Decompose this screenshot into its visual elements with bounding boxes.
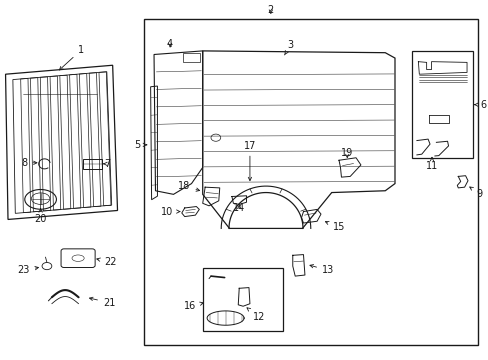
Text: 13: 13: [309, 265, 333, 275]
Text: 8: 8: [21, 158, 37, 168]
Text: 11: 11: [425, 157, 437, 171]
Text: 21: 21: [89, 297, 115, 308]
Bar: [203, 268, 283, 330]
Text: 7: 7: [103, 159, 110, 169]
Text: 18: 18: [178, 181, 199, 192]
Text: 1: 1: [59, 45, 84, 70]
Text: 17: 17: [243, 140, 256, 181]
Text: 20: 20: [34, 209, 47, 224]
Text: 3: 3: [284, 40, 293, 55]
Text: 19: 19: [341, 148, 353, 158]
Text: 9: 9: [469, 187, 482, 199]
Text: 22: 22: [97, 257, 116, 267]
Bar: [144, 19, 477, 345]
Text: 4: 4: [167, 39, 173, 49]
Text: 12: 12: [246, 308, 264, 322]
Text: 15: 15: [325, 221, 345, 232]
Bar: [83, 159, 102, 168]
Text: 6: 6: [474, 100, 486, 110]
Bar: [411, 51, 472, 158]
Text: 16: 16: [184, 301, 203, 311]
Text: 10: 10: [161, 207, 180, 217]
Text: 14: 14: [233, 203, 245, 213]
Text: 5: 5: [134, 140, 146, 150]
Text: 2: 2: [267, 5, 273, 15]
Text: 23: 23: [18, 265, 39, 275]
Bar: [183, 53, 200, 62]
